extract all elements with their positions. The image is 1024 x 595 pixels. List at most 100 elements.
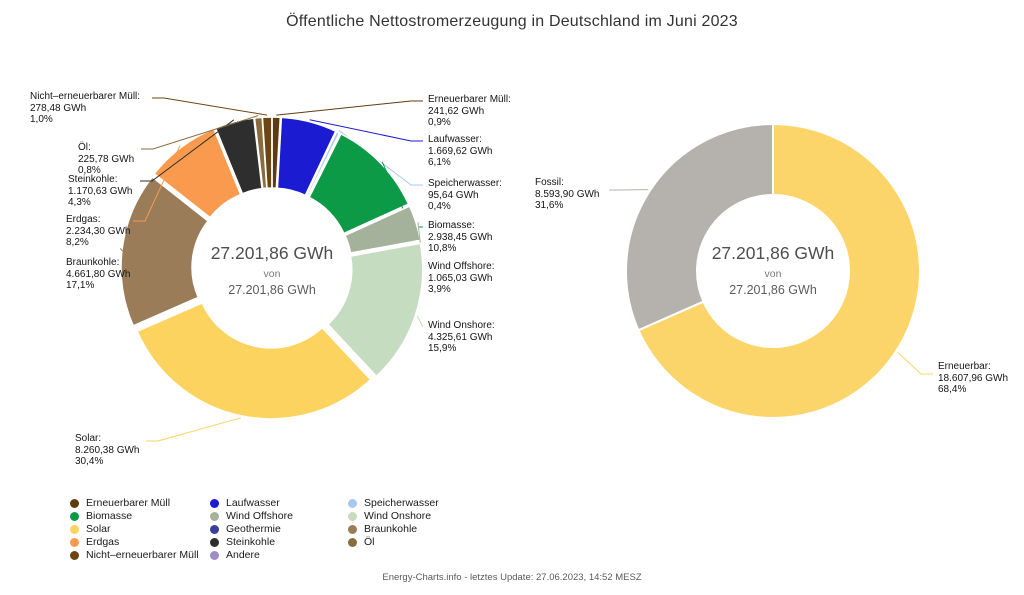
legend-swatch-erdgas [70,537,79,547]
callout-pct-erneuerbar: 68,4% [938,384,967,395]
slice-wind-offshore[interactable] [344,205,422,254]
slice-biomasse[interactable] [308,133,410,235]
callout-value-fossil: 8.593,90 GWh [535,188,600,200]
legend-column-2: Laufwasser Wind Offshore Geothermie Steinko… [210,497,293,562]
slice-wind-onshore[interactable] [327,242,424,378]
callout-title-steinkohle: Steinkohle [68,174,132,186]
left-donut-center: 27.201,86 GWh von 27.201,86 GWh [172,243,372,297]
legend-item-wind-offshore[interactable]: Wind Offshore [210,510,293,522]
legend-label-nicht-erneuerbarer-mull: Nicht–erneuerbarer Müll [86,549,199,561]
callout-title-ol: Öl [78,142,134,154]
label-line-wind-onshore [416,315,424,328]
legend-swatch-solar [70,524,79,534]
callout-pct-erdgas: 8,2% [66,237,89,248]
callout-value-solar: 8.260,38 GWh [75,444,140,456]
legend-item-andere[interactable]: Andere [210,549,293,561]
left-donut-center-total: 27.201,86 GWh [228,283,316,297]
callout-value-erneuerbar: 18.607,96 GWh [938,372,1009,384]
legend-swatch-geothermie [210,524,219,534]
label-line-erneuerbarer-mull [276,100,423,116]
slice-erneuerbar[interactable] [637,123,921,419]
slice-fossil[interactable] [624,123,774,332]
label-line-erdgas [133,145,181,222]
legend-item-solar[interactable]: Solar [70,523,199,535]
legend-item-ol[interactable]: Öl [348,536,439,548]
callout-title-nicht-erneuerbarer-mull: Nicht–erneuerbarer Müll [30,91,140,103]
legend-item-biomasse[interactable]: Biomasse [70,510,199,522]
label-line-solar [146,417,242,442]
legend-item-wind-onshore[interactable]: Wind Onshore [348,510,439,522]
legend-item-speicherwasser[interactable]: Speicherwasser [348,497,439,509]
callout-pct-fossil: 31,6% [535,200,564,211]
callout-value-erdgas: 2.234,30 GWh [66,225,131,237]
legend-item-geothermie[interactable]: Geothermie [210,523,293,535]
left-donut-center-value: 27.201,86 GWh [210,243,334,263]
legend-swatch-andere [210,550,219,560]
legend-label-wind-offshore: Wind Offshore [226,510,293,522]
legend-item-laufwasser[interactable]: Laufwasser [210,497,293,509]
legend-swatch-speicherwasser [348,498,357,508]
label-line-erneuerbar [897,352,933,375]
left-donut-center-preposition: von [263,268,281,280]
right-donut-center-value: 27.201,86 GWh [711,243,835,263]
callout-title-biomasse: Biomasse [428,220,492,232]
legend-swatch-steinkohle [210,537,219,547]
callout-title-fossil: Fossil [535,177,599,189]
legend-swatch-wind-offshore [210,511,219,521]
slice-laufwasser[interactable] [276,116,337,197]
callout-pct-biomasse: 10,8% [428,243,457,254]
callout-value-biomasse: 2.938,45 GWh [428,231,493,243]
callout-pct-erneuerbarer-mull: 0,9% [428,117,451,128]
footer-attribution: Energy-Charts.info - letztes Update: 27.… [382,572,642,583]
callout-title-erdgas: Erdgas [66,214,130,226]
slice-speicherwasser[interactable] [305,130,341,198]
legend-item-erdgas[interactable]: Erdgas [70,536,199,548]
legend-column-1: Erneuerbarer Müll Biomasse Solar Erdgas Nich… [70,497,199,562]
callout-title-wind-offshore: Wind Offshore [428,261,495,273]
legend-label-erneuerbarer-mull: Erneuerbarer Müll [86,497,171,509]
legend-label-solar: Solar [86,523,111,535]
callout-pct-steinkohle: 4,3% [68,197,91,208]
callout-pct-braunkohle: 17,1% [66,280,95,291]
legend-label-biomasse: Biomasse [86,510,133,522]
legend-label-speicherwasser: Speicherwasser [364,497,439,509]
callout-value-wind-onshore: 4.325,61 GWh [428,331,493,343]
callout-title-erneuerbarer-mull: Erneuerbarer Müll [428,94,511,106]
label-line-laufwasser [309,119,423,142]
callout-pct-solar: 30,4% [75,456,104,467]
right-donut-center-preposition: von [764,268,782,280]
slice-nicht-erneuerbarer-mull[interactable] [261,116,273,189]
label-line-steinkohle [140,119,235,182]
legend-label-geothermie: Geothermie [226,523,281,535]
legend-item-steinkohle[interactable]: Steinkohle [210,536,293,548]
callout-value-braunkohle: 4.661,80 GWh [66,268,131,280]
slice-solar[interactable] [136,302,372,420]
callout-title-braunkohle: Braunkohle [66,257,130,269]
legend-item-braunkohle[interactable]: Braunkohle [348,523,439,535]
slice-braunkohle[interactable] [120,176,209,327]
callout-pct-laufwasser: 6,1% [428,157,451,168]
legend-item-erneuerbarer-mull[interactable]: Erneuerbarer Müll [70,497,199,509]
legend-label-braunkohle: Braunkohle [364,523,418,535]
legend-swatch-erneuerbarer-mull [70,498,79,508]
legend-swatch-nicht-erneuerbarer-mull [70,550,79,560]
slice-erdgas[interactable] [153,128,242,219]
callout-title-solar: Solar [75,433,139,445]
callout-pct-nicht-erneuerbarer-mull: 1,0% [30,114,53,125]
legend-label-ol: Öl [364,536,375,548]
legend-item-nicht-erneuerbarer-mull[interactable]: Nicht–erneuerbarer Müll [70,549,199,561]
